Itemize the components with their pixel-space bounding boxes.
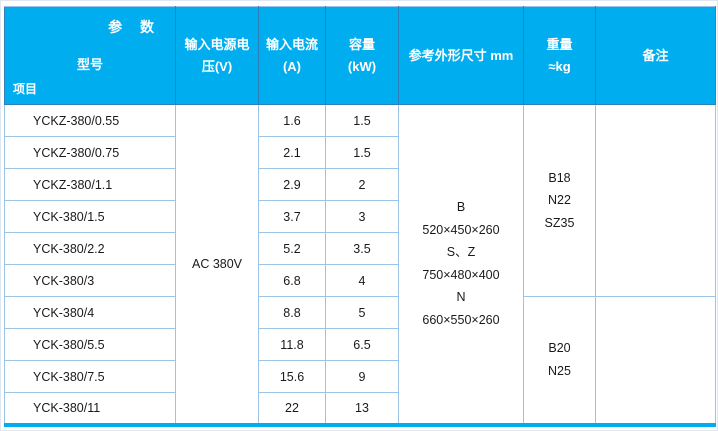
header-row: 参 数 型号 项目 输入电源电 压(V) 输入电流 (A) 容量 (kW) 参考…: [4, 6, 716, 105]
table-row: YCK-380/2.2 5.2 3.5: [4, 232, 716, 265]
weight-cell-top: B18 N22 SZ35: [523, 104, 596, 297]
header-param-label: 参 数: [108, 19, 161, 35]
header-dimensions-label: 参考外形尺寸 mm: [408, 48, 514, 63]
current-cell: 11.8: [258, 328, 326, 361]
weight-value-bottom: B20 N25: [548, 341, 571, 378]
table-row: YCKZ-380/0.55 AC 380V 1.6 1.5 B 520×450×…: [4, 104, 716, 425]
model-cell: YCK-380/11: [4, 392, 176, 425]
capacity-cell: 1.5: [325, 104, 399, 137]
model-cell: YCKZ-380/1.1: [4, 168, 176, 201]
capacity-cell: 13: [325, 392, 399, 425]
table-row: YCK-380/7.5 15.6 9: [4, 360, 716, 393]
spec-table: 参 数 型号 项目 输入电源电 压(V) 输入电流 (A) 容量 (kW) 参考…: [4, 6, 716, 427]
model-cell: YCK-380/3: [4, 264, 176, 297]
table-row: YCK-380/11 22 13: [4, 392, 716, 425]
current-cell: 5.2: [258, 232, 326, 265]
header-weight-label: 重量 ≈kg: [546, 36, 573, 74]
model-cell: YCK-380/5.5: [4, 328, 176, 361]
capacity-cell: 3: [325, 200, 399, 233]
current-cell: 8.8: [258, 296, 326, 329]
header-voltage: 输入电源电 压(V): [175, 6, 259, 105]
dimensions-cell: B 520×450×260 S、Z 750×480×400 N 660×550×…: [398, 104, 524, 425]
header-current-label: 输入电流 (A): [265, 36, 318, 74]
header-remarks-label: 备注: [642, 48, 669, 63]
weight-cell-bottom: B20 N25: [523, 296, 596, 425]
table-row: YCK-380/3 6.8 4: [4, 264, 716, 297]
header-capacity: 容量 (kW): [325, 6, 399, 105]
capacity-cell: 1.5: [325, 136, 399, 169]
capacity-cell: 5: [325, 296, 399, 329]
capacity-cell: 2: [325, 168, 399, 201]
header-capacity-label: 容量 (kW): [347, 36, 377, 74]
current-cell: 3.7: [258, 200, 326, 233]
model-cell: YCK-380/7.5: [4, 360, 176, 393]
table-row: YCK-380/5.5 11.8 6.5: [4, 328, 716, 361]
model-cell: YCKZ-380/0.55: [4, 104, 176, 137]
table-row: YCK-380/4 8.8 5 B20 N25: [4, 296, 716, 425]
current-cell: 22: [258, 392, 326, 425]
current-cell: 15.6: [258, 360, 326, 393]
remarks-cell-bottom: [595, 296, 716, 425]
header-dimensions: 参考外形尺寸 mm: [398, 6, 524, 105]
current-cell: 6.8: [258, 264, 326, 297]
dimensions-value: B 520×450×260 S、Z 750×480×400 N 660×550×…: [422, 200, 500, 327]
voltage-cell: AC 380V: [175, 104, 259, 425]
current-cell: 2.1: [258, 136, 326, 169]
current-cell: 2.9: [258, 168, 326, 201]
header-weight: 重量 ≈kg: [523, 6, 596, 105]
header-model-label: 型号: [76, 57, 103, 72]
header-voltage-label: 输入电源电 压(V): [184, 36, 250, 74]
model-cell: YCK-380/2.2: [4, 232, 176, 265]
remarks-cell-top: [595, 104, 716, 297]
capacity-cell: 6.5: [325, 328, 399, 361]
table-row: YCKZ-380/0.75 2.1 1.5: [4, 136, 716, 169]
weight-value-top: B18 N22 SZ35: [544, 170, 575, 230]
model-cell: YCK-380/4: [4, 296, 176, 329]
current-cell: 1.6: [258, 104, 326, 137]
table-row: YCKZ-380/1.1 2.9 2: [4, 168, 716, 201]
capacity-cell: 3.5: [325, 232, 399, 265]
header-corner-cell: 参 数 型号 项目: [4, 6, 176, 105]
capacity-cell: 4: [325, 264, 399, 297]
model-cell: YCKZ-380/0.75: [4, 136, 176, 169]
header-item-label: 项目: [13, 82, 38, 96]
header-current: 输入电流 (A): [258, 6, 326, 105]
model-cell: YCK-380/1.5: [4, 200, 176, 233]
capacity-cell: 9: [325, 360, 399, 393]
header-remarks: 备注: [595, 6, 716, 105]
